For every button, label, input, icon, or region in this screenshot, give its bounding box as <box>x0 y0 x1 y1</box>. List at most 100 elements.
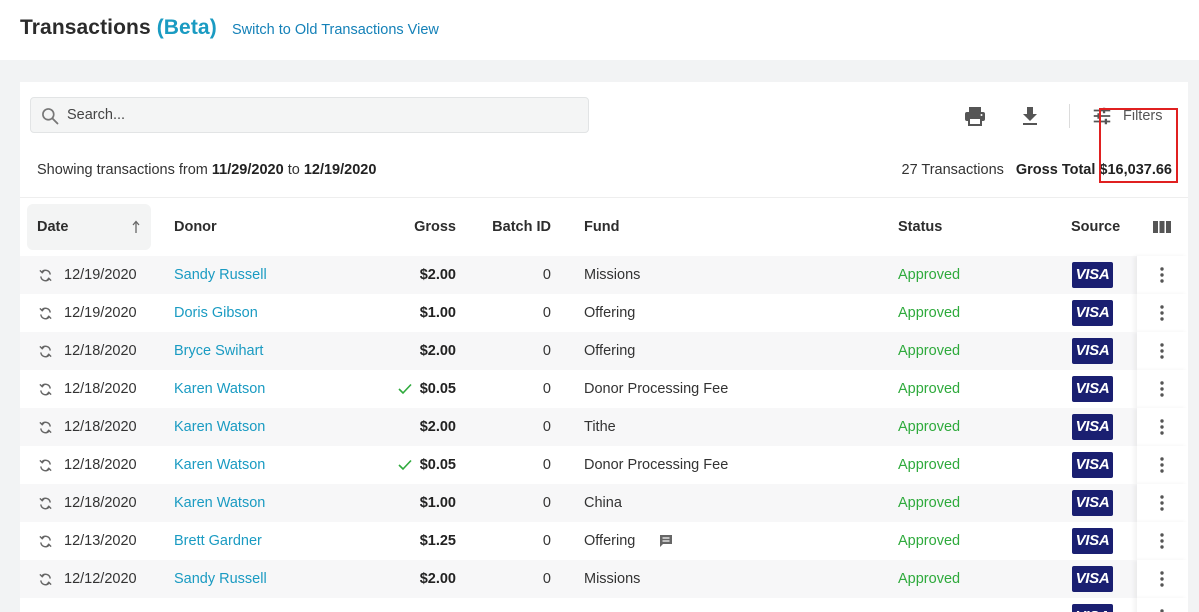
donor-link[interactable]: Bryce Swihart <box>174 343 264 359</box>
table-row[interactable]: 12/12/2020 Sandy Russell $2.00 0 Missions App… <box>20 560 1188 598</box>
columns-icon <box>1153 221 1171 233</box>
page-title: Transactions (Beta) <box>20 16 217 40</box>
gross-cell: $1.00 <box>419 305 456 321</box>
batch-id-cell: 0 <box>542 533 551 549</box>
print-icon[interactable] <box>963 104 987 128</box>
totals-summary: 27 Transactions Gross Total $16,037.66 <box>902 162 1172 178</box>
more-options-icon[interactable] <box>1157 418 1167 436</box>
more-options-icon[interactable] <box>1157 570 1167 588</box>
more-options-icon[interactable] <box>1157 532 1167 550</box>
column-header-date[interactable]: Date <box>27 204 151 250</box>
toolbar-divider <box>1069 104 1070 128</box>
batch-id-cell: 0 <box>542 381 551 397</box>
table-row[interactable]: 12/19/2020 Sandy Russell $2.00 0 Missions App… <box>20 256 1188 294</box>
summary-from-date: 11/29/2020 <box>211 162 284 178</box>
row-actions-cell <box>1137 560 1188 598</box>
recurring-icon <box>39 345 52 358</box>
visa-card-icon: VISA <box>1072 528 1113 554</box>
search-input[interactable] <box>67 98 567 132</box>
gross-cell: $2.00 <box>419 267 456 283</box>
column-header-source[interactable]: Source <box>1071 219 1121 235</box>
fund-cell: Offering <box>584 533 636 549</box>
more-options-icon[interactable] <box>1157 342 1167 360</box>
more-options-icon[interactable] <box>1157 608 1167 612</box>
table-row[interactable]: 12/18/2020 Karen Watson $0.05 0 Donor Proces… <box>20 370 1188 408</box>
column-header-donor[interactable]: Donor <box>174 219 217 235</box>
visa-card-icon: VISA <box>1072 566 1113 592</box>
status-cell: Approved <box>898 571 961 587</box>
divider <box>20 197 1188 198</box>
batch-id-cell: 0 <box>542 343 551 359</box>
search-box[interactable] <box>30 97 589 133</box>
fund-cell: Tithe <box>584 419 616 435</box>
batch-id-cell: 0 <box>542 305 551 321</box>
table-row[interactable]: 12/18/2020 Karen Watson $0.05 0 Donor Proces… <box>20 446 1188 484</box>
column-header-fund[interactable]: Fund <box>584 219 620 235</box>
highlight-box <box>1099 108 1178 183</box>
status-cell: Approved <box>898 343 961 359</box>
visa-card-icon: VISA <box>1072 490 1113 516</box>
donor-link[interactable]: Karen Watson <box>174 381 266 397</box>
table-row[interactable]: 12/18/2020 Bryce Swihart $2.00 0 Offering App… <box>20 332 1188 370</box>
donor-link[interactable]: Karen Watson <box>174 495 266 511</box>
table-row[interactable]: 12/19/2020 Doris Gibson $1.00 0 Offering Appr… <box>20 294 1188 332</box>
switch-old-view-link[interactable]: Switch to Old Transactions View <box>232 22 439 38</box>
recurring-icon <box>39 383 52 396</box>
sliders-icon <box>1093 107 1111 125</box>
filters-label: Filters <box>1123 108 1163 124</box>
visa-card-icon: VISA <box>1072 376 1113 402</box>
fund-cell: Missions <box>584 571 641 587</box>
top-bar: Transactions (Beta) Switch to Old Transa… <box>0 0 1199 60</box>
recurring-icon <box>39 497 52 510</box>
row-actions-cell <box>1137 294 1188 332</box>
more-options-icon[interactable] <box>1157 380 1167 398</box>
donor-link[interactable]: Doris Gibson <box>174 305 258 321</box>
donor-link[interactable]: Karen Watson <box>174 457 266 473</box>
fund-cell: Donor Processing Fee <box>584 381 729 397</box>
column-header-batch-id[interactable]: Batch ID <box>492 219 551 235</box>
column-header-gross[interactable]: Gross <box>414 219 456 235</box>
fund-cell: Donor Processing Fee <box>584 457 729 473</box>
visa-card-icon: VISA <box>1072 338 1113 364</box>
donor-link[interactable]: Sandy Russell <box>174 267 267 283</box>
summary-to-date: 12/19/2020 <box>303 162 377 178</box>
table-row[interactable]: 12/13/2020 Brett Gardner $1.25 0 Offering App… <box>20 522 1188 560</box>
check-icon <box>398 459 412 471</box>
row-actions-cell <box>1137 370 1188 408</box>
more-options-icon[interactable] <box>1157 494 1167 512</box>
column-header-status[interactable]: Status <box>898 219 943 235</box>
filters-button[interactable]: Filters <box>1091 104 1162 128</box>
table-row[interactable]: 12/18/2020 Karen Watson $1.00 0 China Approve… <box>20 484 1188 522</box>
more-options-icon[interactable] <box>1157 266 1167 284</box>
donor-link[interactable]: Brett Gardner <box>174 533 262 549</box>
recurring-icon <box>39 459 52 472</box>
comment-icon[interactable] <box>658 533 674 549</box>
download-icon[interactable] <box>1018 104 1042 128</box>
recurring-icon <box>39 269 52 282</box>
sort-ascending-icon[interactable] <box>131 220 141 234</box>
search-icon <box>42 108 59 125</box>
donor-link[interactable]: Karen Watson <box>174 419 266 435</box>
batch-id-cell: 0 <box>542 457 551 473</box>
transactions-card: Filters Showing transactions from 11/29/… <box>20 82 1188 612</box>
row-actions-cell <box>1137 522 1188 560</box>
gross-cell: $1.25 <box>419 533 456 549</box>
fund-cell: China <box>584 495 622 511</box>
row-actions-cell <box>1137 256 1188 294</box>
recurring-icon <box>39 573 52 586</box>
batch-id-cell: 0 <box>542 495 551 511</box>
fund-cell: Offering <box>584 305 636 321</box>
column-settings-button[interactable] <box>1137 204 1188 250</box>
donor-link[interactable]: Sandy Russell <box>174 571 267 587</box>
batch-id-cell: 0 <box>542 267 551 283</box>
visa-card-icon: VISA <box>1072 414 1113 440</box>
fund-cell: Missions <box>584 267 641 283</box>
gross-cell: $2.00 <box>419 419 456 435</box>
row-actions-cell <box>1137 408 1188 446</box>
table-row[interactable]: 12/18/2020 Karen Watson $2.00 0 Tithe Approve… <box>20 408 1188 446</box>
more-options-icon[interactable] <box>1157 304 1167 322</box>
more-options-icon[interactable] <box>1157 456 1167 474</box>
status-cell: Approved <box>898 457 961 473</box>
visa-card-icon: VISA <box>1072 604 1113 612</box>
table-row[interactable]: VISA <box>20 598 1188 612</box>
